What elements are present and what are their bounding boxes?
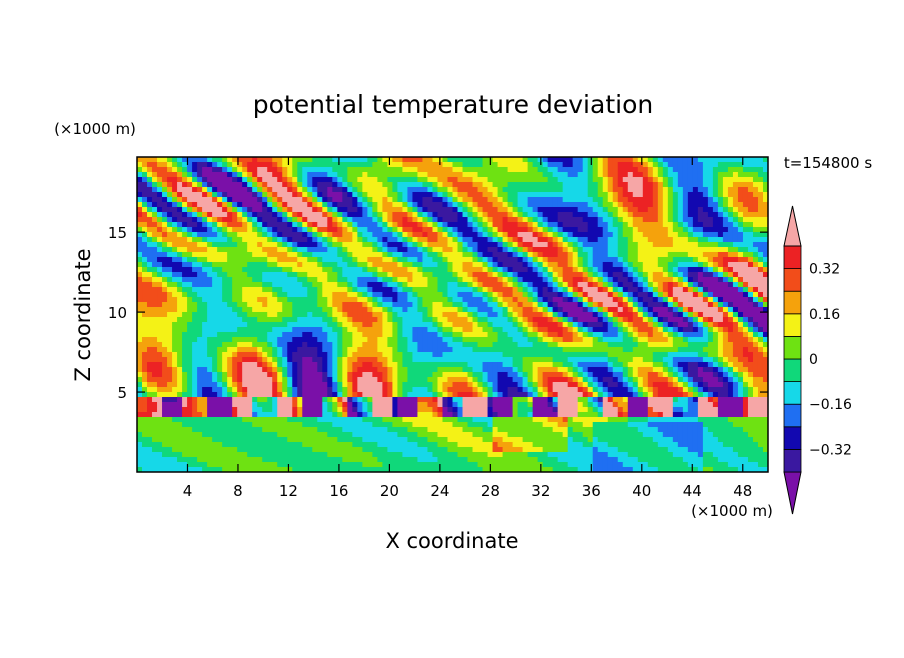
time-label: t=154800 s [784, 154, 872, 172]
colorbar-swatch [784, 404, 801, 427]
x-tick-label: 8 [233, 482, 243, 500]
x-tick-label: 12 [279, 482, 298, 500]
x-tick-label: 48 [733, 482, 752, 500]
colorbar-swatch [784, 449, 801, 472]
x-tick-label: 44 [683, 482, 702, 500]
x-tick-label: 36 [582, 482, 601, 500]
y-tick-label: 15 [108, 224, 127, 242]
x-tick-label: 40 [632, 482, 651, 500]
colorbar-max-arrow [784, 206, 801, 246]
colorbar-tick-label: −0.16 [809, 397, 852, 413]
colorbar-swatch [784, 359, 801, 382]
x-tick-label: 32 [531, 482, 550, 500]
colorbar-swatch [784, 427, 801, 450]
x-tick-label: 24 [430, 482, 449, 500]
colorbar-swatch [784, 382, 801, 405]
colorbar-swatch [784, 291, 801, 314]
chart-title: potential temperature deviation [253, 90, 653, 119]
x-axis-label: X coordinate [385, 529, 518, 553]
x-tick-label: 16 [329, 482, 348, 500]
colorbar-swatch [784, 269, 801, 292]
colorbar: −0.32 −0.16 0 0.16 0.32 [784, 206, 852, 514]
colorbar-swatch [784, 336, 801, 359]
x-tick-label: 28 [481, 482, 500, 500]
colorbar-tick-label: 0 [809, 352, 818, 368]
x-tick-label: 20 [380, 482, 399, 500]
colorbar-swatch [784, 314, 801, 337]
colorbar-tick-label: 0.16 [809, 307, 840, 323]
contour-field [137, 157, 769, 473]
y-tick-label: 5 [117, 384, 127, 402]
colorbar-swatch [784, 246, 801, 269]
x-tick-label: 4 [183, 482, 193, 500]
x-unit-label: (×1000 m) [691, 502, 773, 520]
y-axis-label: Z coordinate [71, 248, 95, 381]
y-unit-label: (×1000 m) [54, 120, 136, 138]
y-tick-label: 10 [108, 304, 127, 322]
colorbar-tick-label: −0.32 [809, 442, 852, 458]
colorbar-tick-label: 0.32 [809, 262, 840, 278]
colorbar-min-arrow [784, 472, 801, 514]
